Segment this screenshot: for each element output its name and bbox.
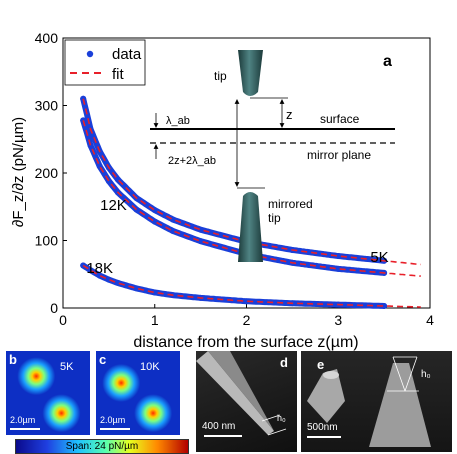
data-point-5K-7 [170,228,177,235]
data-point-12K-11 [335,253,342,260]
panel-d-tip-shade [208,351,274,431]
panel-b-title: 5K [60,361,74,373]
data-point-18K-12 [381,302,388,309]
legend-data-label: data [112,46,142,63]
panel-label-e: e [317,357,325,372]
panel-d-h0-guide [267,428,287,436]
panel-d-tip [196,351,274,435]
tip-shape [238,50,263,96]
data-point-18K-9 [243,298,250,305]
panel-e-tip-small [307,369,345,423]
y-tick-label-3: 300 [35,98,59,114]
y-tick-label-4: 400 [35,30,59,46]
panel-e-tip-large [369,363,431,447]
panel-b-scale: 2.0µm [10,415,36,425]
x-tick-label-2: 2 [243,312,251,328]
data-point-12K-8 [197,226,204,233]
y-axis-label: ∂F_z/∂z (pN/µm) [10,117,27,227]
z-label: z [286,107,293,122]
panel-c: c 10K 2.0µm [96,351,180,435]
legend-fit-label: fit [112,66,125,83]
panel-d-scale: 400 nm [202,421,236,432]
panel-c-scale: 2.0µm [100,415,126,425]
data-point-12K-7 [170,216,177,223]
panel-e-marker: h₀ [421,369,431,380]
panel-label-c: c [99,352,107,367]
data-point-18K-4 [115,280,122,287]
mirrored-tip-label: mirrored tip [268,197,313,225]
panel-b-scale-bar [10,428,40,430]
x-tick-label-1: 1 [151,312,159,328]
mirror-plane-label: mirror plane [307,148,371,162]
data-point-18K-6 [151,289,158,296]
fit-line-18K [82,264,421,308]
data-point-5K-0 [80,117,87,124]
y-tick-label-2: 200 [35,165,59,181]
schematic: tip surface mirror plane z λ_ab 2z+2λ_ab… [150,50,395,262]
surface-label: surface [320,112,360,126]
curve-label-12K: 12K [100,197,127,214]
x-axis-label: distance from the surface z(µm) [133,334,358,351]
panel-e-triangle-left [392,356,406,392]
data-point-5K-8 [197,238,204,245]
colorbar: Span: 24 pN/µm [15,439,189,454]
panel-d-marker: h₀ [277,413,286,423]
gap-label: 2z+2λ_ab [168,155,216,167]
data-point-18K-5 [133,285,140,292]
panel-e: e h₀ 500nm [301,351,452,452]
panel-e-tip-small-apex [323,371,339,379]
panel-c-scale-bar [100,428,130,430]
lambda-label: λ_ab [166,115,190,127]
panel-label-d: d [280,355,288,370]
data-curves: 12K 18K 5K [80,95,421,309]
data-point-18K-3 [105,276,112,283]
panel-e-triangle-right [404,356,418,392]
axis-ticks: 0 1 2 3 4 0 100 200 300 400 [35,30,434,328]
legend-box [64,39,146,86]
legend: data fit [64,39,146,86]
data-point-5K-11 [335,265,342,272]
panel-label-b: b [9,352,17,367]
legend-data-marker [86,50,94,58]
x-tick-label-4: 4 [426,312,434,328]
chart-a: 0 1 2 3 4 0 100 200 300 400 12K 18K 5K data fit a t… [10,30,434,351]
colorbar-label: Span: 24 pN/µm [65,441,139,452]
x-tick-label-3: 3 [334,312,342,328]
data-point-12K-0 [80,95,87,102]
panel-e-scale: 500nm [307,422,338,433]
tip-label: tip [214,69,227,83]
curve-label-5K: 5K [370,249,388,266]
curve-label-18K: 18K [86,260,113,277]
y-tick-label-0: 0 [50,300,58,316]
panel-d-h0-guide-2 [261,414,281,422]
mirrored-tip-shape [238,192,263,262]
panel-d: d h₀ 400 nm [196,351,297,452]
panel-label-a: a [383,53,392,70]
x-tick-label-0: 0 [59,312,67,328]
panel-b: b 5K 2.0µm [6,351,90,435]
panel-c-title: 10K [140,361,160,373]
y-tick-label-1: 100 [35,233,59,249]
